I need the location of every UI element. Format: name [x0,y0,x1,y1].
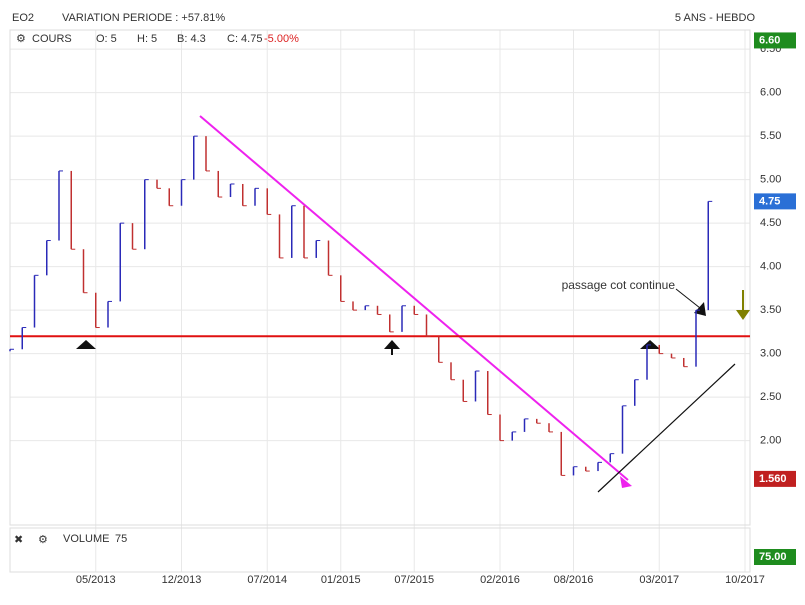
gear-icon[interactable]: ⚙ [16,33,26,45]
arrow [736,290,750,320]
x-tick-label: 07/2014 [247,574,287,586]
x-tick-label: 03/2017 [639,574,679,586]
arrow [76,340,96,349]
y-tick-label: 6.00 [760,87,781,99]
volume-label: VOLUME [63,533,109,545]
price-box [754,193,796,210]
x-tick-label: 02/2016 [480,574,520,586]
series-label: COURS [32,33,72,45]
arrow [384,340,400,355]
variation: VARIATION PERIODE : +57.81% [62,12,225,24]
close-icon[interactable]: ✖ [14,534,23,546]
price-panel [9,29,751,526]
price-box-label: 6.60 [759,34,780,46]
y-tick-label: 2.50 [760,391,781,403]
volume-panel [9,527,751,573]
arrow [620,476,632,488]
y-tick-label: 4.50 [760,217,781,229]
x-tick-label: 10/2017 [725,574,765,586]
trend-line [597,363,736,493]
trend-line [199,115,629,481]
x-tick-label: 05/2013 [76,574,116,586]
y-tick-label: 3.00 [760,348,781,360]
y-tick-label: 3.50 [760,304,781,316]
volume-box-label: 75.00 [759,551,787,563]
price-box-label: 1.560 [759,473,787,485]
price-box-label: 4.75 [759,195,780,207]
volume-value: 75 [115,533,127,545]
change: -5.00% [264,33,299,45]
y-tick-label: 2.00 [760,435,781,447]
gear-icon[interactable]: ⚙ [38,534,48,546]
symbol: EO2 [12,12,34,24]
stat: C: 4.75 [227,33,262,45]
period: 5 ANS - HEBDO [675,12,756,24]
price-box [754,32,796,49]
stat: H: 5 [137,33,157,45]
stat: B: 4.3 [177,33,206,45]
pointer-line [675,288,701,309]
stat: O: 5 [96,33,117,45]
x-tick-label: 07/2015 [394,574,434,586]
y-tick-label: 5.50 [760,130,781,142]
volume-box [754,549,796,565]
y-tick-label: 4.00 [760,261,781,273]
x-tick-label: 01/2015 [321,574,361,586]
arrow [694,302,706,316]
annotation: passage cot continue [562,278,676,292]
x-tick-label: 12/2013 [162,574,202,586]
y-tick-label: 5.00 [760,174,781,186]
price-box [754,470,796,487]
x-tick-label: 08/2016 [554,574,594,586]
